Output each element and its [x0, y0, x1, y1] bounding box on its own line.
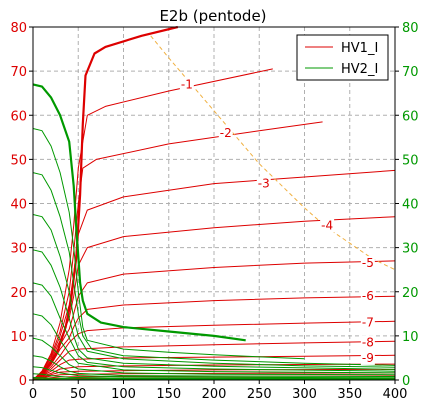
right-y-tick-label: 70: [402, 65, 419, 80]
hv1-curve: [32, 216, 396, 381]
grid-voltage-label: -4: [321, 219, 333, 233]
x-tick-label: 250: [247, 387, 272, 402]
hv2-curve: [32, 249, 396, 370]
grid-voltage-label: -6: [362, 289, 374, 303]
right-y-tick-label: 0: [402, 374, 410, 389]
left-y-axis: 0 10 20 30 40 50 60 70 80: [10, 21, 33, 389]
hv1-curve: [32, 25, 179, 381]
hv2-curve: [32, 355, 396, 377]
hv1-curve: [32, 295, 396, 381]
hv1-curve: [32, 363, 396, 381]
x-tick-label: 50: [70, 387, 87, 402]
right-y-tick-label: 20: [402, 286, 419, 301]
x-axis: 0 50 100 150 200 250 300 350 400: [29, 380, 408, 402]
label-background: [360, 315, 375, 330]
x-tick-label: 200: [202, 387, 227, 402]
right-y-tick-label: 60: [402, 109, 419, 124]
grid-voltage-label: -7: [362, 316, 374, 330]
grid-voltage-label: -1: [181, 77, 193, 91]
x-tick-label: 150: [156, 387, 181, 402]
hv1-curve: [32, 340, 396, 381]
y-tick-label: 10: [10, 330, 27, 345]
hv2-curve: [32, 282, 396, 372]
hv2-curve: [32, 172, 396, 366]
y-tick-label: 0: [19, 374, 27, 389]
hv2-curve: [32, 373, 396, 380]
label-background: [360, 335, 375, 350]
legend-label: HV1_I: [341, 41, 378, 56]
right-y-tick-label: 50: [402, 153, 419, 168]
hv2-curve: [32, 313, 396, 374]
hv2-curve: [32, 366, 396, 379]
hv2-curve: [32, 128, 305, 360]
label-background: [179, 77, 194, 92]
hv2-curve: [32, 83, 246, 342]
chart-title: E2b (pentode): [159, 7, 266, 25]
hv2-curve: [32, 376, 396, 380]
y-tick-label: 50: [10, 153, 27, 168]
y-tick-label: 80: [10, 21, 27, 36]
grid-voltage-label: -2: [220, 126, 232, 140]
grid-voltage-label: -9: [362, 351, 374, 365]
curve-labels: -1 -2 -3 -4 -5 -6 -7 -8 -9: [179, 77, 375, 365]
legend-label: HV2_I: [341, 62, 378, 77]
y-tick-label: 40: [10, 198, 27, 213]
y-tick-label: 60: [10, 109, 27, 124]
label-background: [360, 350, 375, 365]
y-tick-label: 20: [10, 286, 27, 301]
x-tick-label: 0: [29, 387, 37, 402]
right-y-tick-label: 30: [402, 242, 419, 257]
label-background: [218, 125, 233, 140]
grid-voltage-label: -5: [362, 256, 374, 270]
x-tick-label: 300: [292, 387, 317, 402]
hv2-curve: [32, 214, 396, 368]
y-tick-label: 30: [10, 242, 27, 257]
plot-series: [32, 25, 396, 381]
legend: HV1_I HV2_I: [296, 34, 389, 81]
right-y-axis: 0 10 20 30 40 50 60 70 80: [395, 21, 419, 389]
grid-voltage-label: -3: [258, 177, 270, 191]
label-background: [360, 256, 375, 271]
right-y-tick-label: 40: [402, 198, 419, 213]
legend-box: [296, 34, 389, 81]
y-tick-label: 70: [10, 65, 27, 80]
x-tick-label: 350: [337, 387, 362, 402]
label-background: [320, 218, 335, 233]
x-tick-label: 400: [383, 387, 408, 402]
right-y-tick-label: 10: [402, 330, 419, 345]
hv2-curve: [32, 337, 396, 376]
grid-voltage-label: -8: [362, 335, 374, 349]
right-y-tick-label: 80: [402, 21, 419, 36]
label-background: [360, 289, 375, 304]
label-background: [256, 176, 271, 191]
x-tick-label: 100: [111, 387, 136, 402]
